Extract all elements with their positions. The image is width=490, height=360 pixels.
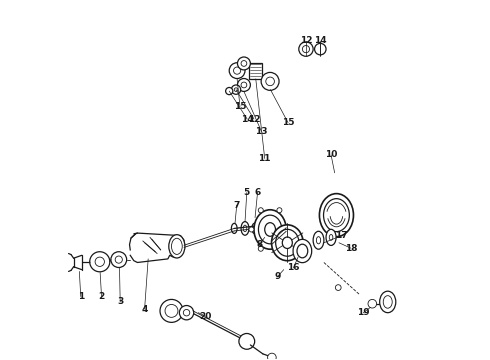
Ellipse shape: [243, 225, 247, 231]
Circle shape: [286, 227, 291, 232]
Circle shape: [266, 77, 274, 86]
Circle shape: [234, 67, 241, 74]
Ellipse shape: [258, 215, 282, 244]
Circle shape: [238, 78, 250, 91]
Circle shape: [234, 88, 238, 91]
Text: 16: 16: [287, 264, 300, 273]
Circle shape: [229, 63, 245, 78]
Circle shape: [238, 57, 250, 70]
Text: 19: 19: [357, 308, 369, 317]
Circle shape: [277, 208, 282, 213]
Ellipse shape: [313, 231, 324, 249]
Circle shape: [241, 60, 247, 66]
Text: 12: 12: [300, 36, 312, 45]
Text: 3: 3: [117, 297, 123, 306]
Text: 11: 11: [258, 154, 271, 163]
Circle shape: [302, 45, 310, 53]
Circle shape: [165, 305, 178, 318]
Text: 6: 6: [254, 188, 261, 197]
Text: 7: 7: [234, 201, 240, 210]
Text: 14: 14: [241, 114, 253, 123]
Ellipse shape: [323, 199, 349, 231]
Text: 8: 8: [256, 240, 263, 249]
Ellipse shape: [326, 229, 336, 246]
Circle shape: [183, 310, 190, 316]
Circle shape: [225, 87, 233, 95]
Ellipse shape: [169, 235, 185, 258]
Ellipse shape: [172, 238, 182, 255]
Ellipse shape: [293, 239, 312, 263]
Ellipse shape: [380, 291, 396, 313]
Text: 9: 9: [274, 272, 280, 281]
Text: 10: 10: [325, 150, 337, 159]
Text: 13: 13: [255, 127, 268, 136]
Ellipse shape: [276, 229, 299, 256]
Ellipse shape: [271, 225, 303, 261]
Ellipse shape: [282, 237, 293, 248]
Circle shape: [115, 256, 122, 263]
Circle shape: [90, 252, 110, 272]
Circle shape: [261, 72, 279, 90]
Circle shape: [335, 285, 341, 291]
Circle shape: [368, 300, 377, 308]
Ellipse shape: [319, 194, 353, 237]
Ellipse shape: [252, 223, 258, 234]
Circle shape: [268, 353, 276, 360]
Ellipse shape: [317, 237, 320, 244]
Text: 2: 2: [98, 292, 105, 301]
Text: 12: 12: [248, 114, 260, 123]
Circle shape: [239, 333, 255, 349]
Text: 5: 5: [244, 188, 250, 197]
Ellipse shape: [329, 234, 333, 240]
Circle shape: [111, 252, 126, 267]
Circle shape: [277, 246, 282, 251]
Circle shape: [315, 43, 326, 55]
Text: 1: 1: [77, 292, 84, 301]
Text: 4: 4: [142, 305, 148, 314]
Text: 20: 20: [199, 312, 212, 321]
Circle shape: [258, 246, 263, 251]
Ellipse shape: [241, 222, 249, 235]
Bar: [249, 63, 262, 78]
Text: 18: 18: [344, 244, 357, 253]
Text: 17: 17: [336, 231, 348, 240]
Circle shape: [258, 208, 263, 213]
Text: 15: 15: [234, 102, 246, 111]
Ellipse shape: [265, 223, 275, 236]
Circle shape: [160, 300, 183, 322]
Circle shape: [249, 227, 254, 232]
Text: 15: 15: [282, 118, 294, 127]
Ellipse shape: [297, 244, 308, 258]
Ellipse shape: [231, 224, 237, 233]
Circle shape: [95, 257, 104, 266]
Ellipse shape: [254, 210, 286, 249]
Circle shape: [231, 85, 241, 94]
Circle shape: [299, 42, 313, 56]
Ellipse shape: [383, 296, 392, 308]
Circle shape: [179, 306, 194, 320]
Text: 14: 14: [314, 36, 327, 45]
Circle shape: [241, 82, 247, 88]
Ellipse shape: [254, 226, 256, 231]
